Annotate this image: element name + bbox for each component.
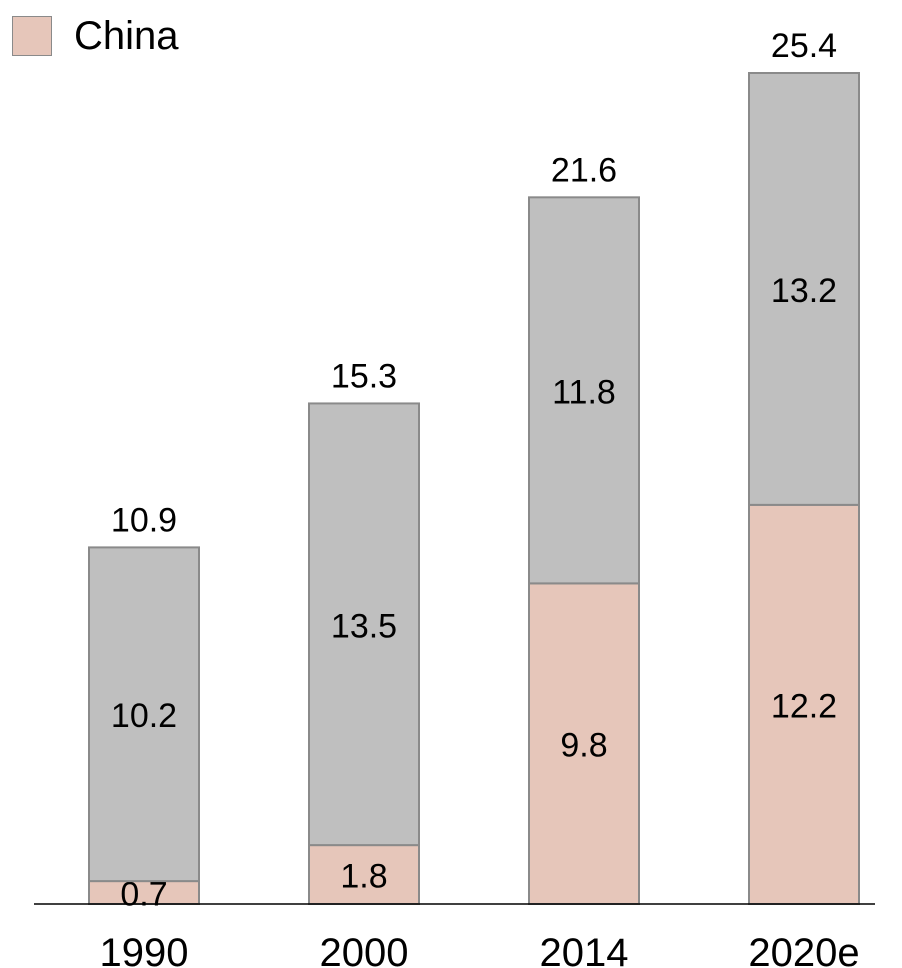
legend-swatch-china [12, 16, 52, 56]
segment-label-2014-china: 9.8 [560, 727, 607, 765]
x-tick-label-1990: 1990 [100, 931, 189, 968]
bar-segment-2020e-other [748, 72, 860, 506]
x-tick-label-2014: 2014 [540, 931, 629, 968]
x-tick-label-2000: 2000 [320, 931, 409, 968]
total-label-2000: 15.3 [331, 357, 397, 395]
x-tick-label-2020e: 2020e [748, 931, 859, 968]
segment-label-2014-other: 11.8 [552, 373, 616, 411]
total-label-1990: 10.9 [111, 501, 177, 539]
legend-label-china: China [74, 14, 179, 58]
segment-label-2020e-other: 13.2 [771, 272, 837, 310]
chart-legend: China [12, 16, 179, 56]
segment-label-1990-other: 10.2 [111, 697, 177, 735]
bar-segment-1990-other [88, 546, 200, 883]
segment-label-2020e-china: 12.2 [771, 687, 837, 725]
segment-label-2000-other: 13.5 [331, 607, 397, 645]
total-label-2014: 21.6 [551, 151, 617, 189]
bar-segment-2014-other [528, 196, 640, 585]
segment-label-2000-china: 1.8 [340, 858, 387, 896]
total-label-2020e: 25.4 [771, 27, 837, 65]
bar-segment-2000-other [308, 402, 420, 847]
